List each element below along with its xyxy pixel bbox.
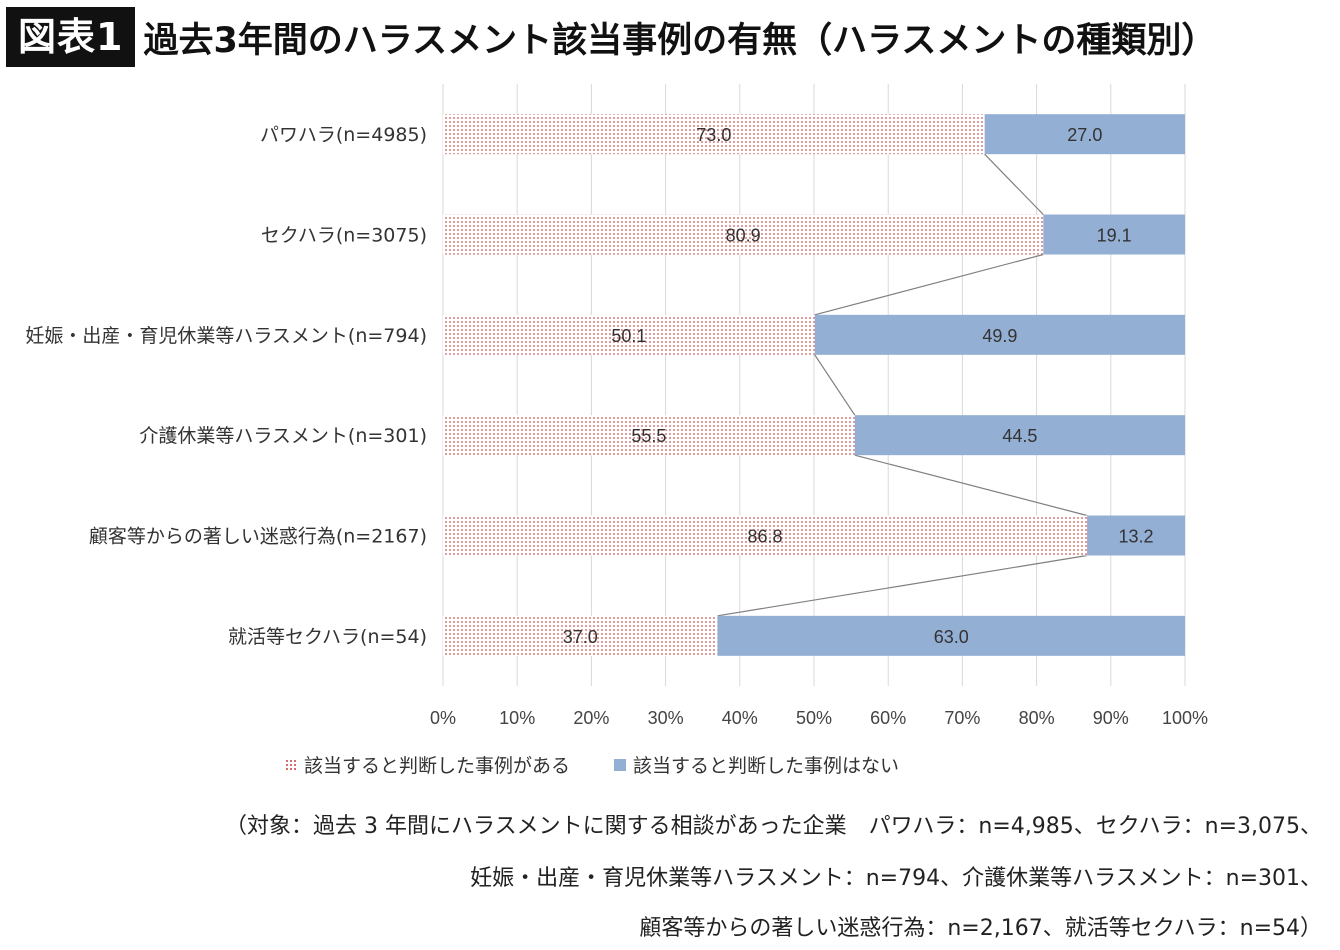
legend-item-no-case: 該当すると判断した事例はない — [614, 751, 899, 778]
x-tick-label: 80% — [1019, 708, 1055, 728]
series-line — [854, 454, 1088, 517]
bar-has-case — [443, 314, 815, 355]
data-label-has-case: 50.1 — [611, 326, 646, 346]
legend-label: 該当すると判断した事例はない — [633, 755, 900, 777]
data-label-has-case: 37.0 — [563, 627, 598, 647]
x-tick-label: 50% — [796, 708, 832, 728]
x-tick-label: 10% — [499, 708, 535, 728]
x-tick-label: 90% — [1093, 708, 1129, 728]
data-label-has-case: 73.0 — [696, 125, 731, 145]
bar-no-case — [984, 114, 1185, 155]
category-label: パワハラ(n=4985) — [260, 124, 427, 146]
bar-no-case — [854, 415, 1185, 456]
legend-label: 該当すると判断した事例がある — [304, 755, 571, 777]
data-label-no-case: 63.0 — [934, 627, 969, 647]
bars — [443, 114, 1185, 656]
data-label-no-case: 27.0 — [1067, 125, 1102, 145]
x-tick-label: 40% — [722, 708, 758, 728]
x-tick-label: 30% — [648, 708, 684, 728]
legend: 該当すると判断した事例がある 該当すると判断した事例はない — [285, 751, 943, 778]
source-note-line-3: 顧客等からの著しい迷惑行為：n=2,167、就活等セクハラ：n=54） — [639, 916, 1322, 941]
x-tick-label: 100% — [1162, 708, 1208, 728]
series-lines — [717, 153, 1088, 617]
series-line — [984, 153, 1044, 215]
source-note-line-1: （対象：過去 3 年間にハラスメントに関する相談があった企業 パワハラ：n=4,… — [225, 814, 1322, 839]
bar-no-case — [717, 615, 1185, 656]
x-tick-label: 20% — [573, 708, 609, 728]
legend-item-has-case: 該当すると判断した事例がある — [285, 751, 570, 778]
series-line — [717, 554, 1088, 617]
bar-no-case — [1087, 515, 1185, 556]
data-label-no-case: 44.5 — [1002, 426, 1037, 446]
series-line — [814, 354, 856, 416]
data-label-no-case: 49.9 — [982, 326, 1017, 346]
data-label-has-case: 80.9 — [726, 226, 761, 246]
stacked-bar-chart: 73.0 27.0 80.9 19.1 50.1 49.9 55.5 44.5 86.8 13.2… — [25, 84, 1208, 728]
data-label-has-case: 55.5 — [631, 426, 666, 446]
bar-has-case — [443, 415, 855, 456]
category-label: 妊娠・出産・育児休業等ハラスメント(n=794) — [25, 325, 427, 347]
gridlines — [442, 84, 1186, 686]
bar-has-case — [443, 114, 985, 155]
bar-no-case — [814, 314, 1185, 355]
category-labels: パワハラ(n=4985) セクハラ(n=3075) 妊娠・出産・育児休業等ハラスメン… — [25, 124, 427, 648]
x-tick-label: 60% — [870, 708, 906, 728]
legend-swatch-blue — [614, 758, 627, 771]
x-tick-label: 70% — [944, 708, 980, 728]
bar-has-case — [443, 214, 1044, 255]
x-tick-label: 0% — [430, 708, 456, 728]
category-label: 顧客等からの著しい迷惑行為(n=2167) — [89, 526, 427, 548]
data-label-no-case: 19.1 — [1097, 226, 1132, 246]
bar-no-case — [1043, 214, 1185, 255]
data-label-has-case: 86.8 — [748, 527, 783, 547]
figure-badge: 図表1 — [6, 7, 136, 67]
title-text: 過去3年間のハラスメント該当事例の有無（ハラスメントの種類別） — [143, 20, 1217, 61]
data-label-no-case: 13.2 — [1119, 527, 1154, 547]
legend-swatch-dotted — [285, 758, 297, 771]
category-label: 就活等セクハラ(n=54) — [228, 626, 427, 648]
bar-has-case — [443, 615, 718, 656]
category-label: 介護休業等ハラスメント(n=301) — [139, 425, 427, 447]
series-line — [814, 253, 1044, 316]
data-labels: 73.0 27.0 80.9 19.1 50.1 49.9 55.5 44.5 86.8 13.2… — [563, 125, 1154, 647]
source-note-line-2: 妊娠・出産・育児休業等ハラスメント：n=794、介護休業等ハラスメント：n=30… — [470, 866, 1322, 891]
bar-has-case — [443, 515, 1088, 556]
category-label: セクハラ(n=3075) — [261, 225, 427, 247]
x-axis-ticks: 0% 10% 20% 30% 40% 50% 60% 70% 80% 90% 100% — [430, 708, 1208, 728]
chart-title: 図表1 過去3年間のハラスメント該当事例の有無（ハラスメントの種類別） — [6, 6, 1216, 68]
